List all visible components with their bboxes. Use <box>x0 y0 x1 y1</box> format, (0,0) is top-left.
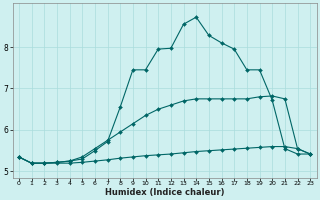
X-axis label: Humidex (Indice chaleur): Humidex (Indice chaleur) <box>105 188 224 197</box>
